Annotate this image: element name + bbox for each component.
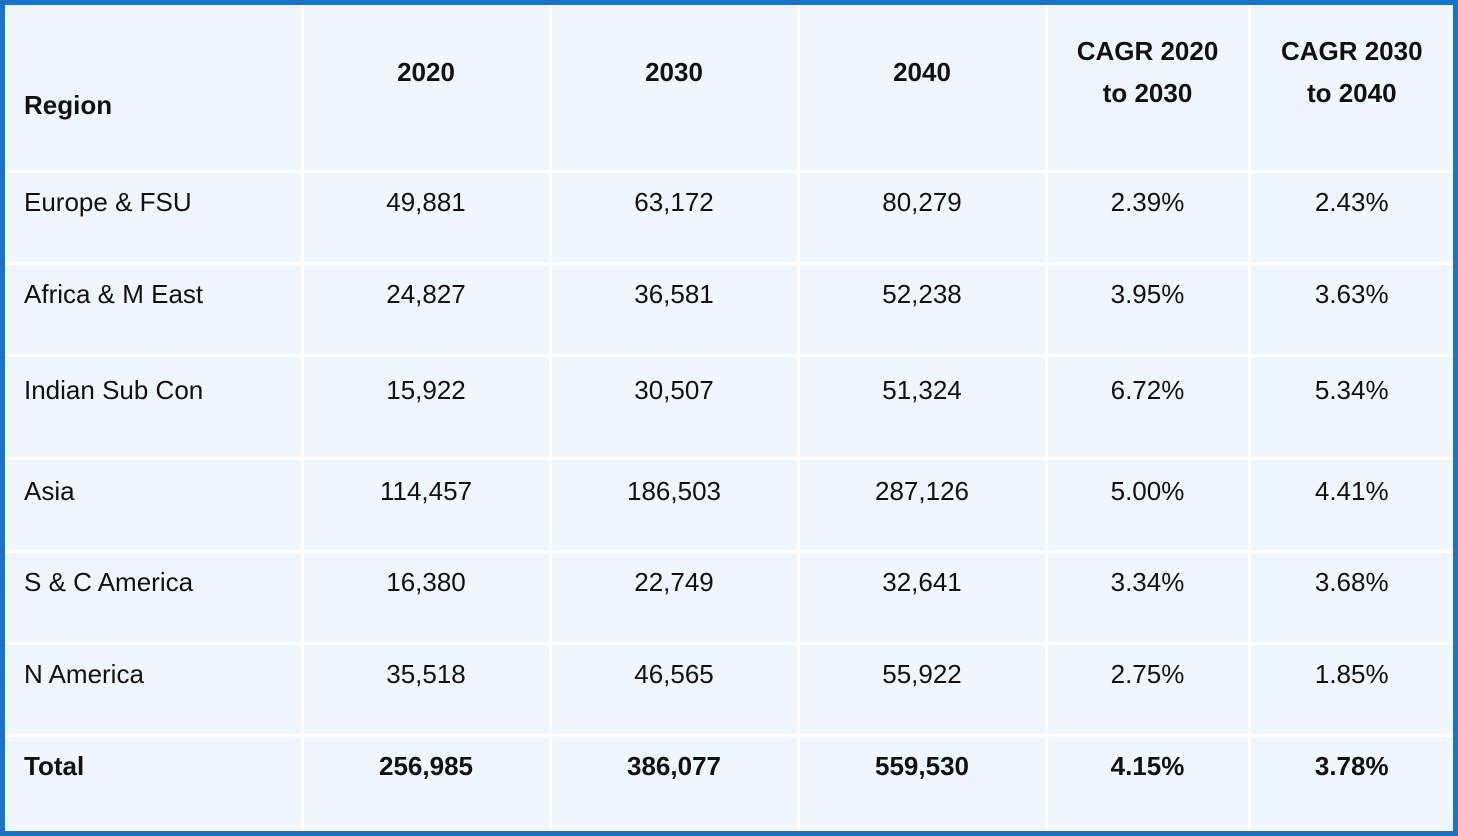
total-row: Total 256,985 386,077 559,530 4.15% 3.78… [5, 735, 1453, 831]
cell-2040: 51,324 [798, 355, 1048, 460]
cell-2040: 80,279 [798, 171, 1048, 265]
cell-2040: 287,126 [798, 458, 1048, 553]
header-cagr-2020-2030-line2: to 2030 [1102, 78, 1193, 109]
cell-cagr-2020-2030: 2.39% [1046, 171, 1251, 265]
table-row: Indian Sub Con 15,922 30,507 51,324 6.72… [5, 355, 1453, 460]
total-2040: 559,530 [798, 735, 1048, 831]
cell-region: Indian Sub Con [5, 355, 304, 460]
total-cagr-2020-2030: 4.15% [1046, 735, 1251, 831]
cell-2020: 35,518 [302, 643, 552, 737]
regional-growth-table: Region 2020 2030 2040 CAGR 2020 to 2030 … [5, 5, 1453, 831]
header-cagr-2030-2040-line1: CAGR 2030 [1280, 36, 1423, 67]
cell-region: N America [5, 643, 304, 737]
header-2020: 2020 [302, 5, 552, 173]
cell-cagr-2030-2040: 5.34% [1249, 355, 1453, 460]
cell-2020: 24,827 [302, 263, 552, 357]
cell-2020: 16,380 [302, 551, 552, 645]
cell-2030: 36,581 [550, 263, 800, 357]
cell-2030: 63,172 [550, 171, 800, 265]
total-label: Total [5, 735, 304, 831]
header-cagr-2030-2040-line2: to 2040 [1306, 78, 1397, 109]
cell-2030: 30,507 [550, 355, 800, 460]
cell-2020: 15,922 [302, 355, 552, 460]
table-row: S & C America 16,380 22,749 32,641 3.34%… [5, 551, 1453, 645]
cell-cagr-2030-2040: 3.68% [1249, 551, 1453, 645]
header-cagr-2020-2030-line1: CAGR 2020 [1076, 36, 1219, 67]
cell-cagr-2020-2030: 5.00% [1046, 458, 1251, 553]
header-region: Region [5, 5, 304, 173]
table-row: Africa & M East 24,827 36,581 52,238 3.9… [5, 263, 1453, 357]
header-2030: 2030 [550, 5, 800, 173]
header-2040: 2040 [798, 5, 1048, 173]
cell-cagr-2020-2030: 3.95% [1046, 263, 1251, 357]
header-cagr-2020-2030: CAGR 2020 to 2030 [1046, 5, 1251, 173]
table-row: N America 35,518 46,565 55,922 2.75% 1.8… [5, 643, 1453, 737]
cell-2040: 52,238 [798, 263, 1048, 357]
cell-cagr-2020-2030: 3.34% [1046, 551, 1251, 645]
cell-cagr-2020-2030: 6.72% [1046, 355, 1251, 460]
cell-region: Africa & M East [5, 263, 304, 357]
cell-2030: 46,565 [550, 643, 800, 737]
cell-2020: 114,457 [302, 458, 552, 553]
total-2020: 256,985 [302, 735, 552, 831]
cell-2040: 32,641 [798, 551, 1048, 645]
table-header-row: Region 2020 2030 2040 CAGR 2020 to 2030 … [5, 5, 1453, 173]
cell-2030: 186,503 [550, 458, 800, 553]
table-row: Europe & FSU 49,881 63,172 80,279 2.39% … [5, 171, 1453, 265]
table-row: Asia 114,457 186,503 287,126 5.00% 4.41% [5, 458, 1453, 553]
cell-region: Europe & FSU [5, 171, 304, 265]
cell-region: Asia [5, 458, 304, 553]
cell-cagr-2030-2040: 1.85% [1249, 643, 1453, 737]
cell-cagr-2030-2040: 2.43% [1249, 171, 1453, 265]
total-2030: 386,077 [550, 735, 800, 831]
cell-cagr-2020-2030: 2.75% [1046, 643, 1251, 737]
total-cagr-2030-2040: 3.78% [1249, 735, 1453, 831]
cell-2020: 49,881 [302, 171, 552, 265]
cell-region: S & C America [5, 551, 304, 645]
cell-2030: 22,749 [550, 551, 800, 645]
cell-cagr-2030-2040: 3.63% [1249, 263, 1453, 357]
cell-cagr-2030-2040: 4.41% [1249, 458, 1453, 553]
header-cagr-2030-2040: CAGR 2030 to 2040 [1249, 5, 1453, 173]
cell-2040: 55,922 [798, 643, 1048, 737]
